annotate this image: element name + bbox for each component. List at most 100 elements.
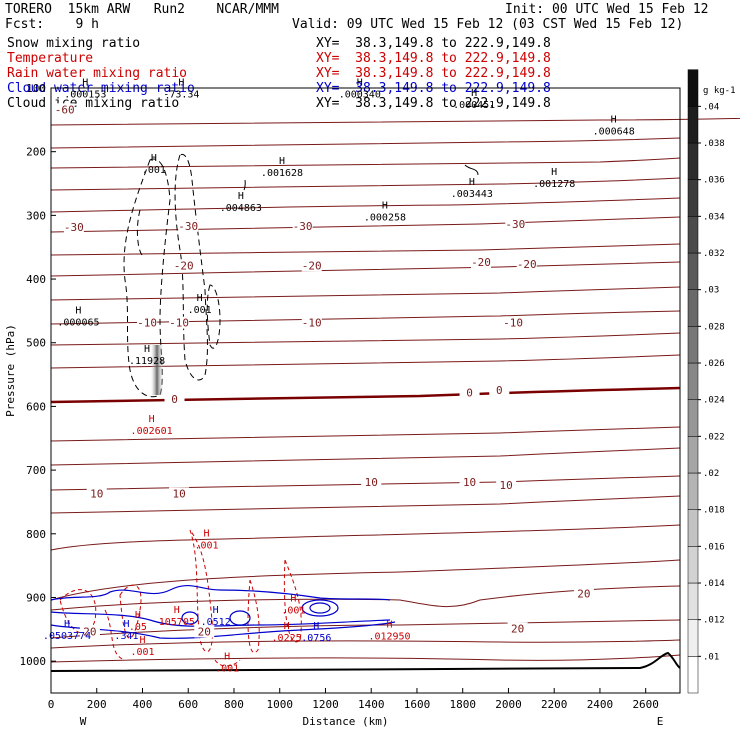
maximum-value-label: .001628 (261, 168, 303, 179)
field-rain-xy: XY= 38.3,149.8 to 222.9,149.8 (316, 66, 551, 81)
temperature-label-bg (137, 316, 158, 329)
y-tick-label: 1000 (20, 655, 47, 668)
x-tick-label: 1400 (358, 698, 385, 711)
maximum-value-label: .001 (194, 541, 218, 552)
x-tick-label: 600 (178, 698, 198, 711)
temperature-label-bg (194, 625, 215, 638)
temperature-label-bg (86, 487, 107, 500)
maximum-value-label: .000648 (593, 127, 635, 138)
temperature-label: -60 (55, 103, 75, 116)
maximum-marker-h: H (204, 529, 210, 540)
temperature-label: 10 (365, 476, 378, 489)
maximum-marker-h: H (382, 201, 388, 212)
colorbar-swatch (687, 326, 699, 364)
maximum-value-label: .001 (130, 647, 154, 658)
maximum-value-label: .012950 (368, 632, 410, 643)
y-axis-title: Pressure (hPa) (4, 324, 17, 417)
temperature-label: -20 (517, 258, 537, 271)
field-snow-name: Snow mixing ratio (7, 36, 141, 51)
colorbar-swatch (687, 106, 699, 144)
colorbar-tick-label: .032 (703, 249, 725, 259)
east-label: E (657, 715, 664, 728)
maximum-value-label: .000065 (57, 318, 99, 329)
maximum-marker-h: H (471, 88, 477, 99)
maximum-value-label: .0756 (301, 633, 331, 644)
x-tick-label: 2200 (541, 698, 568, 711)
y-tick-label: 300 (26, 209, 46, 222)
colorbar-swatch (687, 436, 699, 474)
temperature-label: -20 (471, 256, 491, 269)
maximum-value-label: 105705 (159, 617, 195, 628)
temperature-label: 10 (172, 487, 185, 500)
maximum-value-label: .000153 (64, 90, 106, 101)
field-cloudice-xy: XY= 38.3,149.8 to 222.9,149.8 (316, 96, 551, 111)
temperature-label-bg (79, 625, 100, 638)
field-cloudwater-name: Cloud water mixing ratio (7, 81, 195, 96)
maximum-marker-h: H (224, 651, 230, 662)
temperature-label-bg (505, 217, 526, 230)
maximum-marker-h: H (64, 619, 70, 630)
temperature-label-bg (516, 258, 537, 271)
maximum-value-label: .001 (281, 605, 305, 616)
temperature-label-layer: -60 -30 -30 -30 -30 -20 -20 -20 -20 -10 -10 -10 -10 0… (54, 103, 594, 639)
maximum-marker-h: H (357, 78, 363, 89)
temperature-label: 10 (90, 487, 103, 500)
temperature-label-bg (459, 386, 480, 399)
temperature-label-bg (301, 259, 322, 272)
maximum-marker-h: H (174, 605, 180, 616)
maximum-marker-h: H (313, 621, 319, 632)
temperature-label-bg (573, 587, 594, 600)
field-snow-xy: XY= 38.3,149.8 to 222.9,149.8 (316, 36, 551, 51)
y-tick-label: 500 (26, 337, 46, 350)
x-tick-label: 1600 (404, 698, 431, 711)
temperature-label: -30 (505, 218, 525, 231)
colorbar-tick-label: .018 (703, 506, 725, 516)
temperature-label-bg (292, 219, 313, 232)
colorbar-swatch (687, 179, 699, 217)
maximum-value-label: .0503774 (43, 631, 91, 642)
colorbar-swatch (687, 619, 699, 657)
maximum-marker-h: H (290, 593, 296, 604)
temperature-label-bg (471, 256, 492, 269)
temperature-label: 20 (83, 626, 96, 639)
temperature-label: -10 (169, 317, 189, 330)
maximum-marker-h: H (279, 156, 285, 167)
temperature-label: -30 (178, 220, 198, 233)
maximum-marker-h: H (387, 620, 393, 631)
colorbar-swatch (687, 472, 699, 510)
temperature-label-bg (164, 393, 185, 406)
x-tick-label: 200 (87, 698, 107, 711)
x-tick-label: 800 (224, 698, 244, 711)
zero-degree-isotherm (50, 386, 681, 404)
maximum-marker-h: H (135, 610, 141, 621)
temperature-label-bg (489, 384, 510, 397)
temperature-label-bg (169, 316, 190, 329)
maximum-marker-h: H (178, 78, 184, 89)
maximum-value-label: .000340 (339, 90, 381, 101)
colorbar-tick-label: .036 (703, 176, 725, 186)
colorbar-tick-label: .028 (703, 322, 725, 332)
x-axis-title: Distance (km) (302, 715, 388, 728)
colorbar-tick-label: .02 (703, 469, 719, 479)
colorbar-swatch (687, 399, 699, 437)
colorbar-swatch (687, 289, 699, 327)
temperature-label: -30 (293, 220, 313, 233)
temperature-label: -20 (174, 259, 194, 272)
colorbar-tick-label: .01 (703, 652, 719, 662)
y-tick-label: 900 (26, 591, 46, 604)
y-tick-label: 200 (26, 146, 46, 159)
maximum-marker-h: H (75, 306, 81, 317)
maximum-value-label: .003443 (451, 189, 493, 200)
temperature-label-bg (459, 475, 480, 488)
colorbar-swatch (687, 582, 699, 620)
colorbar-swatch (687, 362, 699, 400)
y-tick-label: 800 (26, 528, 46, 541)
colorbar-tick-label: .038 (703, 139, 725, 149)
x-tick-label: 400 (133, 698, 153, 711)
temperature-label-bg (507, 622, 528, 635)
maximum-value-label: .000258 (364, 213, 406, 224)
field-temperature-name: Temperature (7, 51, 94, 66)
maximum-marker-h: H (197, 293, 203, 304)
